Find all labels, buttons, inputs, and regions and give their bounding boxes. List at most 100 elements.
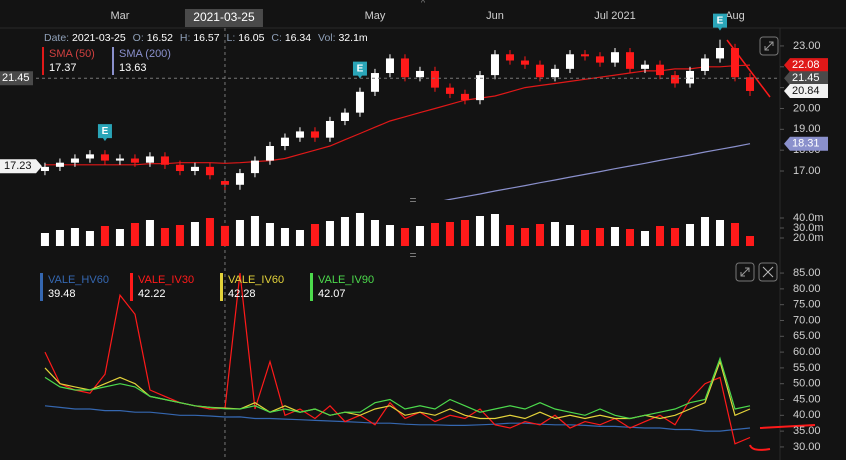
- earnings-label: E: [102, 126, 109, 137]
- price-tag-box: [784, 71, 828, 86]
- y-tick-label: 19.00: [793, 123, 821, 135]
- left-price-label: 17.23: [4, 160, 32, 172]
- volume-bar: [550, 222, 559, 246]
- candle-body: [550, 68, 559, 78]
- legend-name: VALE_IV90: [318, 274, 375, 286]
- legend-name: VALE_HV60: [48, 274, 109, 286]
- volume-bar: [625, 229, 634, 246]
- volume-bar: [415, 226, 424, 246]
- volume-bar: [370, 220, 379, 246]
- iv-line: [44, 356, 751, 420]
- earnings-label: E: [717, 15, 724, 26]
- candle-body: [265, 146, 274, 161]
- candle-body: [130, 158, 139, 163]
- expand-icon: [764, 41, 774, 51]
- y-tick-label: 20.00: [793, 102, 821, 114]
- candle-body: [625, 52, 634, 69]
- volume-bar: [70, 228, 79, 246]
- y-tick-label: 50.00: [793, 378, 821, 390]
- header-label: Date:: [44, 32, 70, 44]
- left-price-box: [0, 71, 33, 86]
- legend-value: 17.37: [49, 62, 77, 74]
- header-value: 16.34: [284, 32, 312, 44]
- price-tag: 21.45: [792, 72, 820, 84]
- left-price-box: [0, 159, 42, 174]
- collapse-arrow[interactable]: ^: [421, 0, 426, 7]
- header-label: H:: [179, 32, 191, 44]
- volume-bar: [235, 220, 244, 246]
- legend-value: 13.63: [119, 62, 147, 74]
- candle-body: [85, 154, 94, 159]
- y-tick-label: 35.00: [793, 425, 821, 437]
- volume-bar: [205, 218, 214, 246]
- volume-bar: [265, 223, 274, 246]
- volume-bar: [445, 222, 454, 246]
- candle-body: [250, 160, 259, 174]
- candle-body: [460, 93, 469, 101]
- volume-bar: [100, 226, 109, 246]
- candle-body: [40, 166, 49, 172]
- panel-splitter[interactable]: =: [409, 193, 416, 207]
- legend-name: SMA (200): [119, 48, 171, 60]
- candle-body: [115, 158, 124, 161]
- candle-body: [55, 162, 64, 167]
- y-tick-label: 75.00: [793, 299, 821, 311]
- candle-body: [505, 54, 514, 61]
- volume-bar: [340, 217, 349, 246]
- y-tick-label: 80.00: [793, 283, 821, 295]
- candle-body: [190, 166, 199, 172]
- candle-body: [145, 156, 154, 163]
- volume-bar: [250, 216, 259, 246]
- volume-bar: [175, 225, 184, 246]
- legend-value: 42.28: [228, 288, 256, 300]
- y-tick-label: 30.0m: [793, 222, 824, 234]
- volume-bar: [580, 230, 589, 246]
- crosshair-date-box: [184, 9, 263, 27]
- volume-bar: [385, 225, 394, 246]
- header-value: 16.52: [146, 32, 173, 44]
- volume-bar: [715, 220, 724, 246]
- volume-bar: [505, 225, 514, 246]
- candle-body: [535, 64, 544, 78]
- ohlc-header: Date: 2021-03-25 O: 16.52 H: 16.57 L: 16…: [44, 32, 372, 44]
- header-value: 16.57: [193, 32, 220, 44]
- legend-name: VALE_IV60: [228, 274, 285, 286]
- volume-bar: [40, 233, 49, 246]
- candle-body: [205, 166, 214, 176]
- legend-value: 42.22: [138, 288, 166, 300]
- expand-button[interactable]: [735, 262, 755, 282]
- panel-splitter[interactable]: =: [409, 248, 416, 262]
- price-tag-box: [784, 136, 828, 151]
- volume-bar: [145, 220, 154, 246]
- legend-item: VALE_IV60 42.28: [220, 273, 284, 301]
- volume-bar: [430, 223, 439, 246]
- candle-body: [235, 173, 244, 185]
- iv-line: [44, 405, 751, 432]
- candle-body: [295, 131, 304, 138]
- candle-body: [400, 58, 409, 78]
- legend-item: SMA (50) 17.37: [42, 47, 95, 75]
- candle-body: [700, 58, 709, 71]
- volume-bar: [325, 221, 334, 246]
- volume-bar: [115, 229, 124, 246]
- candle-body: [220, 181, 229, 185]
- y-tick-label: 17.00: [793, 165, 821, 177]
- volume-bar: [85, 231, 94, 246]
- header-value: 32.1m: [338, 32, 368, 44]
- price-tag: 18.31: [792, 138, 820, 150]
- volume-bar: [655, 226, 664, 246]
- close-button[interactable]: [758, 262, 778, 282]
- volume-bar: [685, 224, 694, 246]
- candle-body: [310, 131, 319, 138]
- earnings-label: E: [357, 63, 364, 74]
- volume-bar: [280, 228, 289, 246]
- y-tick-label: 20.0m: [793, 232, 824, 244]
- candle-body: [610, 52, 619, 63]
- candle-body: [475, 75, 484, 101]
- expand-button[interactable]: [759, 36, 779, 56]
- price-tag-box: [784, 83, 828, 98]
- candle-body: [715, 48, 724, 59]
- volume-bar: [475, 216, 484, 246]
- volume-bar: [55, 230, 64, 246]
